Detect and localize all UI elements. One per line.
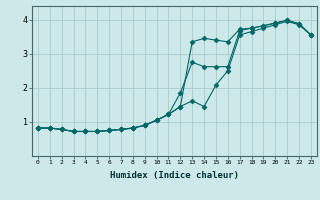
- X-axis label: Humidex (Indice chaleur): Humidex (Indice chaleur): [110, 171, 239, 180]
